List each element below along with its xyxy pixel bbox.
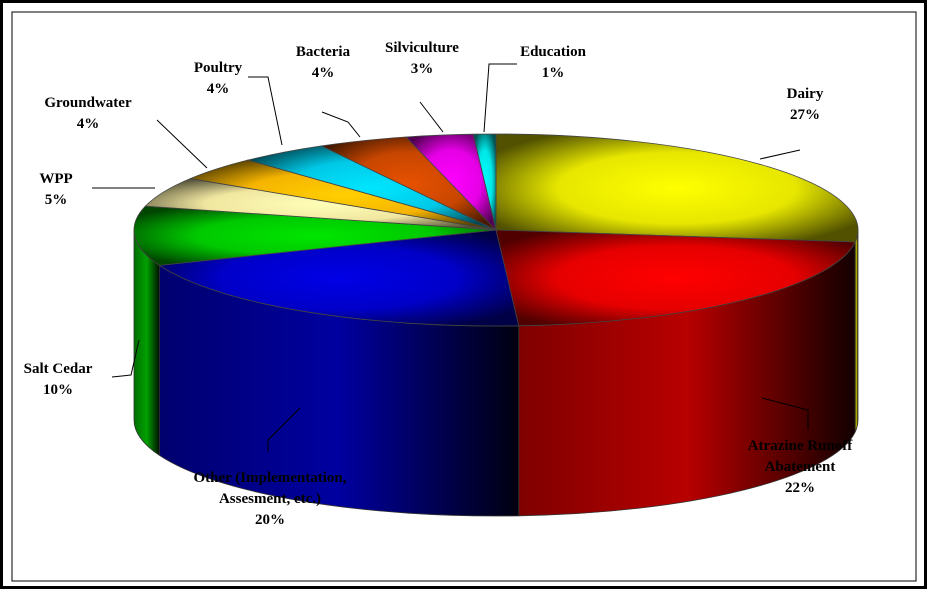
leader-line-education <box>483 63 517 133</box>
percent-label-groundwater: 4% <box>77 116 100 132</box>
slice-other <box>158 229 520 327</box>
leader-line-atrazine <box>761 397 809 430</box>
slice-salt-cedar <box>133 205 497 266</box>
leader-line-silviculture <box>419 101 444 133</box>
slice-label-other: Other (Implementation, <box>193 470 346 486</box>
slice-label-groundwater: Groundwater <box>44 95 132 111</box>
percent-label-atrazine: 22% <box>785 480 815 496</box>
slice-label-atrazine: Atrazine Runoff <box>748 438 854 454</box>
slice-label-education: Education <box>520 44 587 60</box>
leader-line-salt-cedar <box>111 339 140 378</box>
slice-label-bacteria: Bacteria <box>296 44 351 60</box>
percent-label-salt-cedar: 10% <box>43 382 73 398</box>
slice-label-poultry: Poultry <box>194 60 243 76</box>
leader-line-poultry <box>248 76 283 146</box>
percent-label-dairy: 27% <box>790 107 820 123</box>
slice-atrazine <box>495 229 856 327</box>
slice-label-silviculture: Silviculture <box>385 40 459 56</box>
slice-dairy <box>495 133 859 243</box>
slice-label-wpp: WPP <box>39 171 72 187</box>
slice-label-dairy: Dairy <box>787 86 824 102</box>
pie-tops <box>133 133 859 327</box>
percent-label-silviculture: 3% <box>411 61 434 77</box>
slice-side-salt-cedar <box>133 229 160 457</box>
leader-line-bacteria <box>321 111 361 138</box>
slice-labels: Dairy 27% Atrazine Runoff Abatement 22% Other… <box>24 40 854 528</box>
percent-label-bacteria: 4% <box>312 65 335 81</box>
leader-lines <box>92 63 809 452</box>
leader-line-other <box>267 407 301 452</box>
leader-line-dairy <box>759 149 801 160</box>
percent-label-education: 1% <box>542 65 565 81</box>
slice-label-atrazine: Abatement <box>765 459 836 475</box>
percent-label-wpp: 5% <box>45 192 68 208</box>
slice-label-other: Assesment, etc.) <box>219 491 321 507</box>
percent-label-other: 20% <box>255 512 285 528</box>
slice-side-dairy <box>854 229 859 433</box>
percent-label-poultry: 4% <box>207 81 230 97</box>
slice-education <box>472 133 497 231</box>
pie-sides <box>133 229 859 517</box>
slice-label-salt-cedar: Salt Cedar <box>24 361 93 377</box>
leader-line-groundwater <box>156 119 208 169</box>
